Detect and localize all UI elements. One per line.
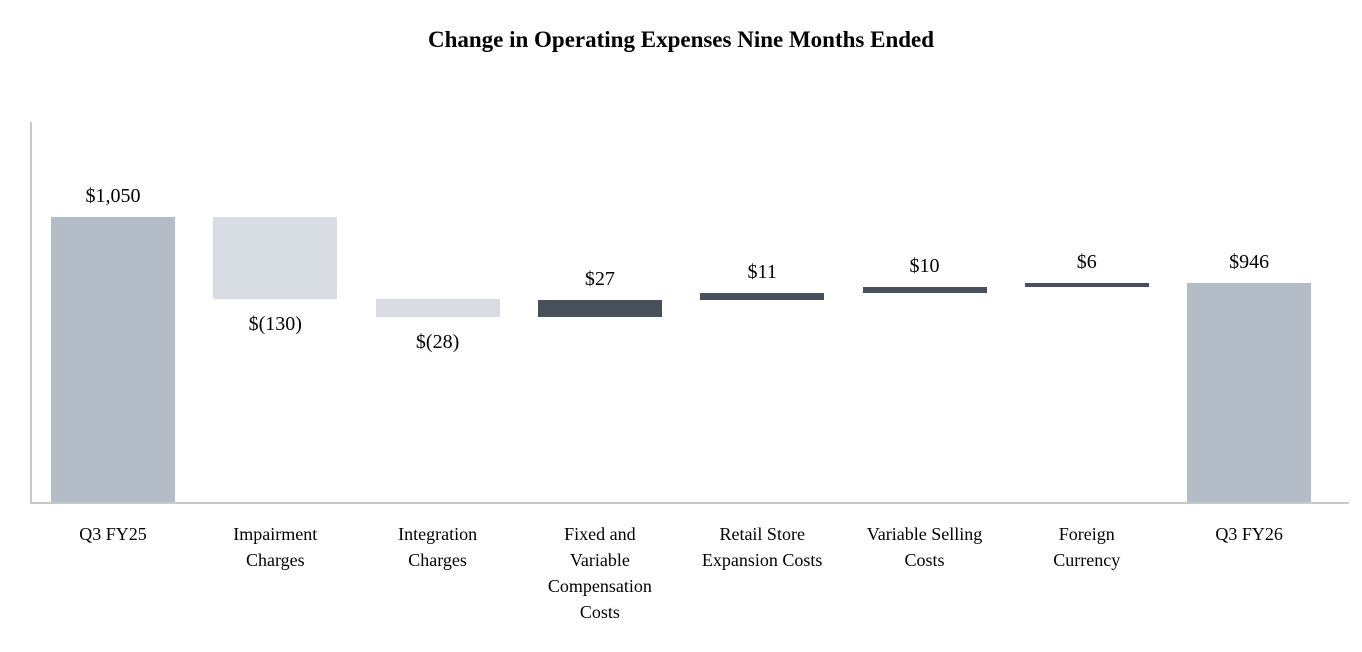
bar-value-label: $946 [1229,250,1270,273]
category-label: Retail Store Expansion Costs [701,524,823,570]
waterfall-bar-6 [862,286,987,293]
waterfall-bar-5 [700,293,825,300]
bar-value-label: $6 [1076,250,1097,273]
bar-value-label: $10 [909,254,940,277]
bar-value-label: $27 [584,267,615,290]
category-label: Integration Charges [398,524,478,570]
bar-value-label: $(130) [248,313,302,336]
bar-value-label: $1,050 [85,185,141,207]
bar-value-label: $(28) [415,331,460,354]
waterfall-bar-8 [1187,282,1312,502]
chart-title: Change in Operating Expenses Nine Months… [427,27,935,52]
category-label: Q3 FY26 [1215,524,1283,544]
category-label: Fixed and Variable Compensation Costs [547,524,652,622]
waterfall-bar-2 [213,217,338,300]
category-label: Variable Selling Costs [866,524,983,570]
y-axis-line [30,122,32,502]
waterfall-bar-4 [537,299,662,318]
category-label: Impairment Charges [233,524,318,570]
waterfall-bar-1 [51,217,175,502]
category-label: Q3 FY25 [79,524,147,544]
category-label: Foreign Currency [1053,524,1121,570]
bar-value-label: $11 [747,261,777,283]
x-axis-line [30,502,1349,504]
waterfall-bar-7 [1024,282,1149,287]
waterfall-bar-3 [375,299,500,318]
